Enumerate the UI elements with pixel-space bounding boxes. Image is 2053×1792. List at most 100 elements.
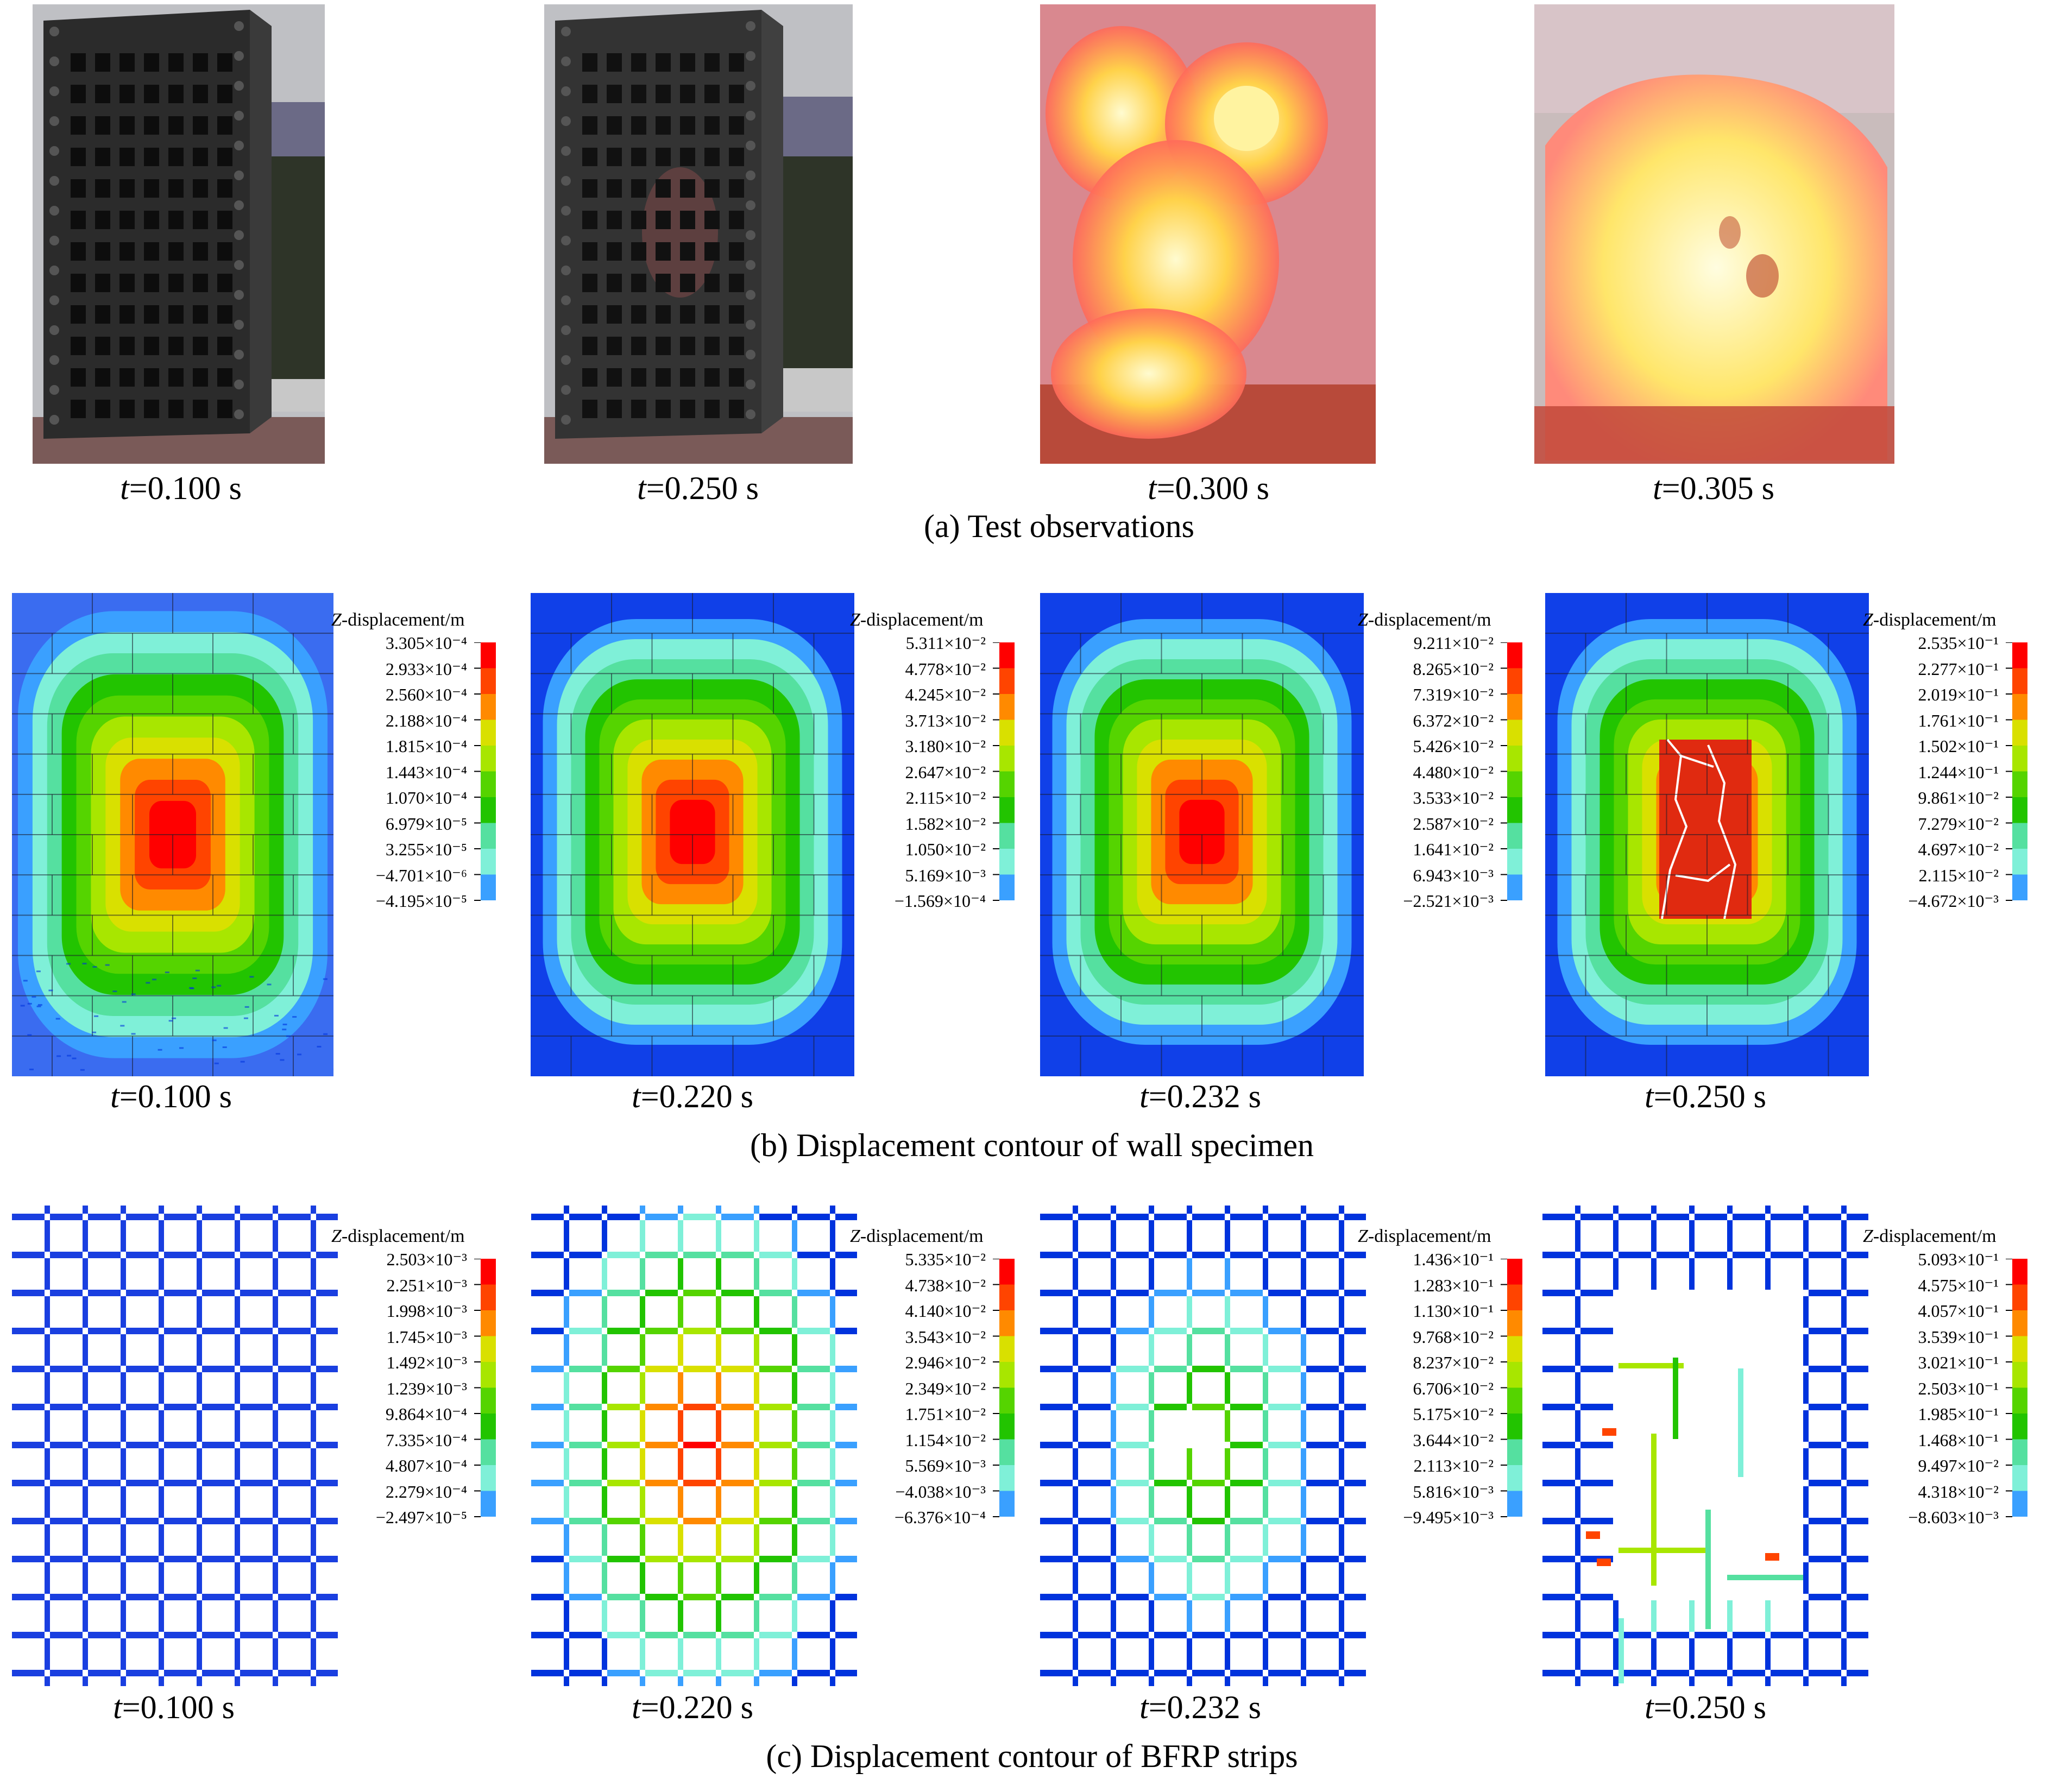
legend-value: 2.113×10⁻² xyxy=(1369,1455,1494,1476)
legend-value: 9.861×10⁻² xyxy=(1874,787,1999,808)
wall-photo-graphic xyxy=(544,4,853,464)
legend-value: 1.745×10⁻³ xyxy=(342,1327,467,1347)
legend-value: 8.265×10⁻² xyxy=(1369,659,1494,679)
legend-value: 4.480×10⁻² xyxy=(1369,762,1494,783)
legend-value: 9.768×10⁻² xyxy=(1369,1327,1494,1347)
legend-value: 4.318×10⁻² xyxy=(1874,1481,1999,1502)
legend-value: 1.244×10⁻¹ xyxy=(1874,762,1999,783)
time-label: t=0.250 s xyxy=(1632,1078,1779,1115)
color-scale-bar xyxy=(988,642,1016,903)
legend-value: −6.376×10⁻⁴ xyxy=(861,1507,986,1528)
legend-value: −4.672×10⁻³ xyxy=(1874,891,1999,911)
color-scale-bar xyxy=(988,1259,1016,1519)
legend-value: −9.495×10⁻³ xyxy=(1369,1507,1494,1528)
explosion-photo-graphic xyxy=(1040,4,1376,464)
time-label: t=0.250 s xyxy=(625,470,771,507)
legend-value: 2.503×10⁻³ xyxy=(342,1249,467,1270)
legend-value: 1.443×10⁻⁴ xyxy=(342,762,467,783)
time-label: t=0.100 s xyxy=(98,1078,244,1115)
legend-value: 3.539×10⁻¹ xyxy=(1874,1327,1999,1347)
bfrp-strip-plot xyxy=(1040,1206,1371,1686)
bfrp-strip-plot xyxy=(531,1206,862,1686)
legend-value: 2.503×10⁻¹ xyxy=(1874,1378,1999,1399)
color-scale-bar xyxy=(2001,642,2029,903)
time-label: t=0.305 s xyxy=(1640,470,1787,507)
legend-value: 3.644×10⁻² xyxy=(1369,1430,1494,1450)
explosion-photo-graphic xyxy=(1534,4,1894,464)
legend-value: 1.468×10⁻¹ xyxy=(1874,1430,1999,1450)
legend-value: −4.038×10⁻³ xyxy=(861,1481,986,1502)
legend-value: 5.093×10⁻¹ xyxy=(1874,1249,1999,1270)
legend-value: 7.279×10⁻² xyxy=(1874,813,1999,834)
legend-value: 2.587×10⁻² xyxy=(1369,813,1494,834)
time-label: t=0.232 s xyxy=(1127,1689,1274,1726)
color-scale-bar xyxy=(2001,1259,2029,1519)
wall-contour-plot xyxy=(12,593,333,1076)
legend-value: 3.180×10⁻² xyxy=(861,736,986,756)
caption-b: (b) Displacement contour of wall specime… xyxy=(652,1127,1412,1164)
legend-value: 4.738×10⁻² xyxy=(861,1275,986,1296)
legend-value: 1.582×10⁻² xyxy=(861,813,986,834)
legend-value: 1.761×10⁻¹ xyxy=(1874,710,1999,731)
legend-value: 2.115×10⁻² xyxy=(1874,865,1999,886)
legend-value: 6.372×10⁻² xyxy=(1369,710,1494,731)
legend-value: 2.933×10⁻⁴ xyxy=(342,659,467,679)
wall-contour-plot xyxy=(1040,593,1364,1076)
legend-value: 6.979×10⁻⁵ xyxy=(342,813,467,834)
legend-value: 1.239×10⁻³ xyxy=(342,1378,467,1399)
time-label: t=0.100 s xyxy=(100,1689,247,1726)
legend-value: 1.154×10⁻² xyxy=(861,1430,986,1450)
time-label: t=0.100 s xyxy=(108,470,254,507)
legend-value: 4.140×10⁻² xyxy=(861,1301,986,1321)
time-label: t=0.300 s xyxy=(1135,470,1282,507)
legend-value: −4.195×10⁻⁵ xyxy=(342,891,467,911)
legend-value: 2.647×10⁻² xyxy=(861,762,986,783)
bfrp-strip-plot xyxy=(12,1206,343,1686)
wall-contour-plot xyxy=(1545,593,1869,1076)
legend-value: 1.050×10⁻² xyxy=(861,839,986,860)
legend-value: 3.305×10⁻⁴ xyxy=(342,633,467,653)
legend-value: 2.277×10⁻¹ xyxy=(1874,659,1999,679)
legend-value: 4.575×10⁻¹ xyxy=(1874,1275,1999,1296)
legend-value: 8.237×10⁻² xyxy=(1369,1352,1494,1373)
test-photo-1 xyxy=(33,4,325,464)
legend-value: 1.641×10⁻² xyxy=(1369,839,1494,860)
color-scale-bar xyxy=(1496,1259,1523,1519)
legend-value: 1.751×10⁻² xyxy=(861,1404,986,1424)
test-photo-3 xyxy=(1040,4,1376,464)
wall-photo-graphic xyxy=(33,4,325,464)
legend-value: 2.349×10⁻² xyxy=(861,1378,986,1399)
color-scale-bar xyxy=(470,1259,497,1519)
legend-value: 5.569×10⁻³ xyxy=(861,1455,986,1476)
legend-value: 1.070×10⁻⁴ xyxy=(342,787,467,808)
legend-value: 1.502×10⁻¹ xyxy=(1874,736,1999,756)
legend-value: 4.057×10⁻¹ xyxy=(1874,1301,1999,1321)
legend-value: 3.021×10⁻¹ xyxy=(1874,1352,1999,1373)
caption-a: (a) Test observations xyxy=(760,508,1358,545)
legend-value: 3.533×10⁻² xyxy=(1369,787,1494,808)
wall-contour-plot xyxy=(531,593,854,1076)
test-photo-2 xyxy=(544,4,853,464)
legend-value: 7.335×10⁻⁴ xyxy=(342,1430,467,1450)
legend-value: 5.816×10⁻³ xyxy=(1369,1481,1494,1502)
legend-value: 2.115×10⁻² xyxy=(861,787,986,808)
legend-value: 2.019×10⁻¹ xyxy=(1874,684,1999,705)
legend-value: 5.426×10⁻² xyxy=(1369,736,1494,756)
legend-value: 9.864×10⁻⁴ xyxy=(342,1404,467,1424)
legend-title: Z-displacement/m xyxy=(1358,610,1491,630)
legend-title: Z-displacement/m xyxy=(1863,1226,1997,1247)
legend-title: Z-displacement/m xyxy=(1358,1226,1491,1247)
legend-value: 4.807×10⁻⁴ xyxy=(342,1455,467,1476)
legend-value: 3.543×10⁻² xyxy=(861,1327,986,1347)
color-scale-bar xyxy=(1496,642,1523,903)
legend-value: 7.319×10⁻² xyxy=(1369,684,1494,705)
legend-title: Z-displacement/m xyxy=(331,610,465,630)
legend-value: 9.497×10⁻² xyxy=(1874,1455,1999,1476)
bfrp-strip-plot xyxy=(1542,1206,1874,1686)
legend-value: 9.211×10⁻² xyxy=(1369,633,1494,653)
legend-value: 6.706×10⁻² xyxy=(1369,1378,1494,1399)
caption-c: (c) Displacement contour of BFRP strips xyxy=(652,1738,1412,1775)
legend-value: 6.943×10⁻³ xyxy=(1369,865,1494,886)
time-label: t=0.220 s xyxy=(619,1078,766,1115)
legend-value: −8.603×10⁻³ xyxy=(1874,1507,1999,1528)
